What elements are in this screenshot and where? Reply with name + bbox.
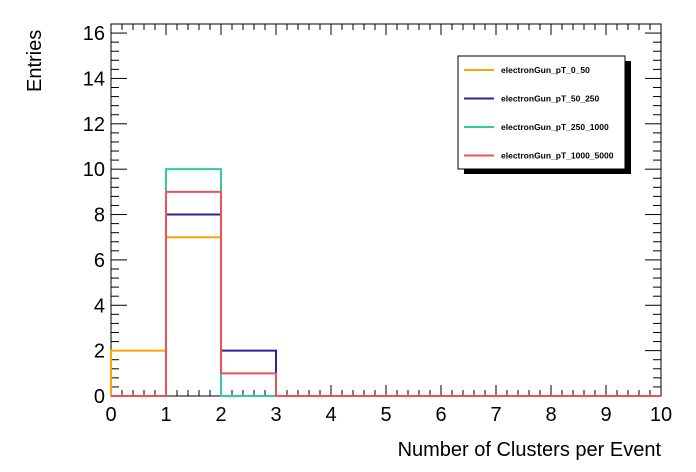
- series-2-histogram: [111, 213, 661, 397]
- x-tick-label: 3: [270, 404, 281, 426]
- x-tick-label: 1: [160, 404, 171, 426]
- x-axis-title: Number of Clusters per Event: [398, 439, 662, 461]
- x-tick-label: 10: [650, 404, 672, 426]
- y-tick-label: 6: [94, 250, 105, 272]
- y-tick-label: 12: [83, 114, 105, 136]
- legend-label-4: electronGun_pT_1000_5000: [501, 151, 614, 161]
- x-tick-label: 4: [325, 404, 336, 426]
- y-tick-label: 16: [83, 23, 105, 45]
- y-axis-title: Entries: [24, 30, 46, 92]
- x-tick-label: 0: [105, 404, 116, 426]
- x-tick-label: 6: [435, 404, 446, 426]
- x-tick-label: 2: [215, 404, 226, 426]
- series-layer: [110, 168, 661, 397]
- y-tick-label: 14: [83, 68, 105, 90]
- legend-box: [457, 55, 626, 170]
- x-tick-label: 8: [545, 404, 556, 426]
- y-tick-label: 10: [83, 159, 105, 181]
- legend: electronGun_pT_0_50 electronGun_pT_50_250…: [457, 55, 631, 174]
- y-tick-label: 4: [94, 295, 105, 317]
- legend-label-2: electronGun_pT_50_250: [501, 94, 600, 104]
- y-tick-label: 2: [94, 341, 105, 363]
- y-tick-label: 0: [94, 386, 105, 408]
- legend-label-1: electronGun_pT_0_50: [501, 65, 590, 75]
- series-4-histogram: [111, 190, 661, 397]
- x-tick-label: 5: [380, 404, 391, 426]
- series-3-histogram: [111, 168, 661, 397]
- legend-label-3: electronGun_pT_250_1000: [501, 122, 609, 132]
- legend-entries: electronGun_pT_0_50 electronGun_pT_50_250…: [464, 65, 614, 161]
- x-tick-label: 7: [490, 404, 501, 426]
- x-tick-label: 9: [600, 404, 611, 426]
- y-tick-label: 8: [94, 205, 105, 227]
- axis-ticks: [110, 24, 662, 397]
- series-1-histogram: [110, 236, 661, 397]
